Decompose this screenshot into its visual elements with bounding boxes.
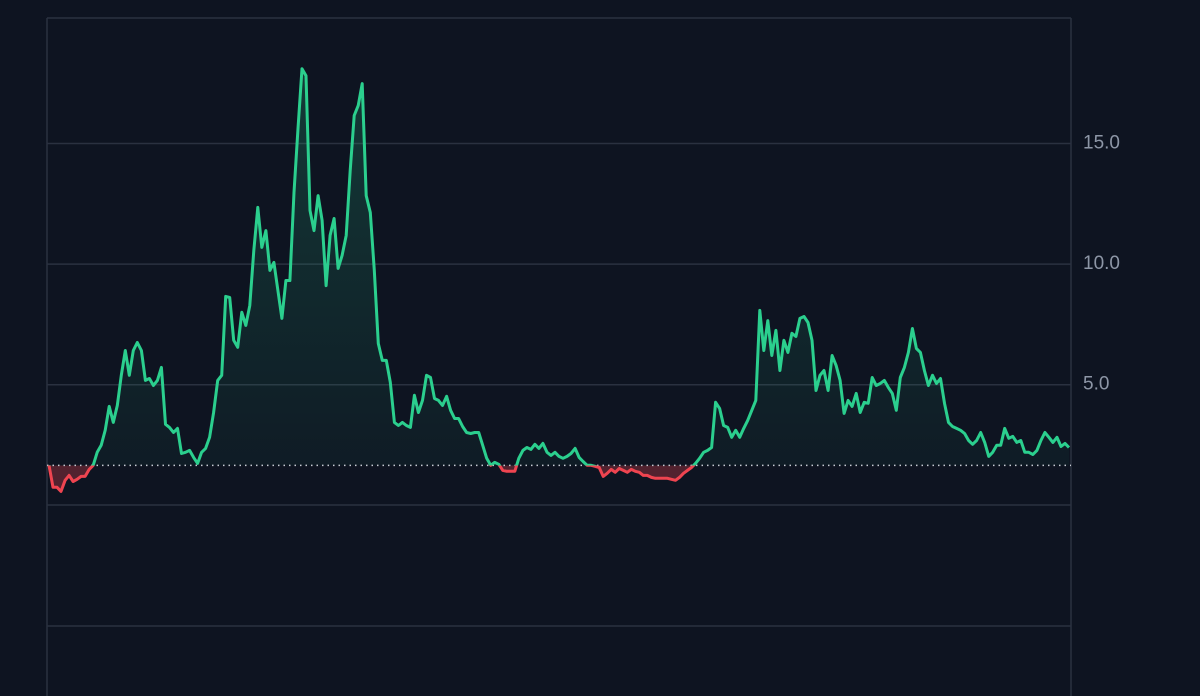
y-tick-label: 10.0 <box>1083 253 1120 274</box>
y-tick-label: 15.0 <box>1083 132 1120 153</box>
plot <box>47 67 1071 493</box>
area <box>49 68 1069 492</box>
y-tick-label: 5.0 <box>1083 374 1109 395</box>
price-line <box>47 67 1071 493</box>
